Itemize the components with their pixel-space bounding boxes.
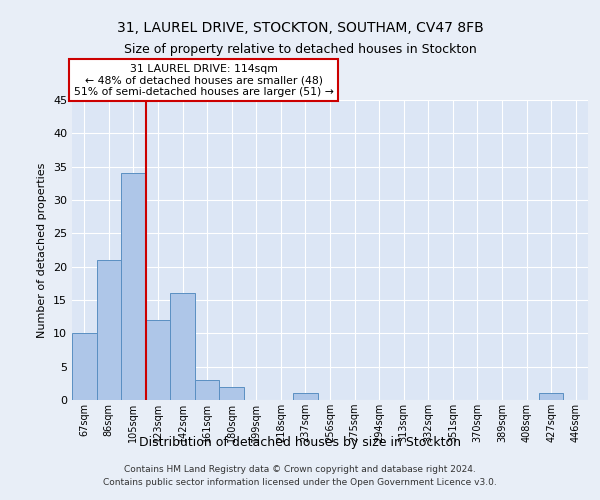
- Text: Contains public sector information licensed under the Open Government Licence v3: Contains public sector information licen…: [103, 478, 497, 487]
- Bar: [146, 320, 170, 400]
- Y-axis label: Number of detached properties: Number of detached properties: [37, 162, 47, 338]
- Bar: [97, 260, 121, 400]
- Bar: [220, 386, 244, 400]
- Bar: [293, 394, 318, 400]
- Bar: [121, 174, 146, 400]
- Text: 31, LAUREL DRIVE, STOCKTON, SOUTHAM, CV47 8FB: 31, LAUREL DRIVE, STOCKTON, SOUTHAM, CV4…: [116, 20, 484, 34]
- Bar: [72, 334, 97, 400]
- Bar: [539, 394, 563, 400]
- Bar: [195, 380, 220, 400]
- Bar: [170, 294, 195, 400]
- Text: Distribution of detached houses by size in Stockton: Distribution of detached houses by size …: [139, 436, 461, 449]
- Text: Contains HM Land Registry data © Crown copyright and database right 2024.: Contains HM Land Registry data © Crown c…: [124, 466, 476, 474]
- Text: Size of property relative to detached houses in Stockton: Size of property relative to detached ho…: [124, 44, 476, 57]
- Text: 31 LAUREL DRIVE: 114sqm
← 48% of detached houses are smaller (48)
51% of semi-de: 31 LAUREL DRIVE: 114sqm ← 48% of detache…: [74, 64, 334, 97]
